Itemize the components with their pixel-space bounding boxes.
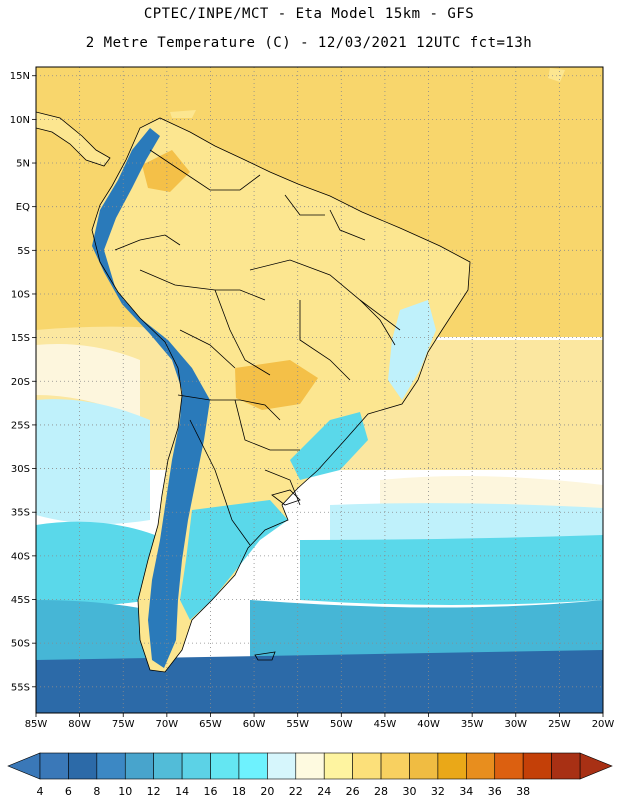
colorbar-swatch (551, 752, 581, 780)
lat-label: 50S (11, 639, 30, 650)
colorbar-label: 32 (431, 785, 445, 798)
lon-label: 50W (330, 719, 353, 730)
colorbar-label: 6 (65, 785, 72, 798)
lon-label: 20W (592, 719, 615, 730)
lon-label: 65W (199, 719, 222, 730)
colorbar-swatch (39, 752, 69, 780)
latitude-labels: 15N 10N 5N EQ 5S 10S 15S 20S 25S 30S 35S 40S 45S 50S 5… (10, 71, 36, 693)
colorbar-label: 22 (289, 785, 303, 798)
colorbar-swatch (494, 752, 524, 780)
colorbar-swatch (352, 752, 382, 780)
colorbar-label: 28 (374, 785, 388, 798)
country-borders (36, 111, 471, 673)
colorbar-label: 38 (516, 785, 530, 798)
map-subtitle: 2 Metre Temperature (C) - 12/03/2021 12U… (85, 35, 533, 51)
temperature-field (36, 67, 603, 713)
lon-label: 35W (461, 719, 484, 730)
colorbar-label: 10 (118, 785, 132, 798)
colorbar-label: 30 (402, 785, 416, 798)
colorbar-swatch (437, 752, 467, 780)
lat-label: 55S (11, 682, 30, 693)
lat-label: 20S (11, 377, 30, 388)
colorbar-swatch (153, 752, 183, 780)
colorbar-arrow-right (579, 752, 613, 780)
longitude-labels: 85W 80W 75W 70W 65W 60W 55W 50W 45W 40W 35W 30W 25W 2… (25, 713, 615, 730)
lon-label: 25W (548, 719, 571, 730)
colorbar-label: 12 (147, 785, 161, 798)
lat-label: 5S (17, 246, 30, 257)
colorbar-arrow-left (7, 752, 41, 780)
lat-label: 10N (10, 115, 30, 126)
lon-label: 55W (286, 719, 309, 730)
lat-label: 5N (16, 159, 30, 170)
lat-label: EQ (16, 202, 30, 213)
colorbar-label: 36 (488, 785, 502, 798)
lat-label: 45S (11, 595, 30, 606)
lon-label: 80W (68, 719, 91, 730)
lon-label: 60W (243, 719, 266, 730)
colorbar-swatch (96, 752, 126, 780)
lat-label: 30S (11, 464, 30, 475)
lat-label: 40S (11, 551, 30, 562)
map-title: CPTEC/INPE/MCT - Eta Model 15km - GFS (143, 6, 475, 22)
colorbar-swatch (409, 752, 439, 780)
colorbar-label: 26 (346, 785, 360, 798)
lat-label: 10S (11, 289, 30, 300)
lat-label: 15N (10, 71, 30, 82)
lon-label: 70W (156, 719, 179, 730)
lon-label: 85W (25, 719, 48, 730)
lon-label: 75W (112, 719, 135, 730)
colorbar-swatch (380, 752, 410, 780)
colorbar-swatch (295, 752, 325, 780)
colorbar-label: 20 (260, 785, 274, 798)
colorbar-swatch (210, 752, 240, 780)
colorbar-swatch (522, 752, 552, 780)
lon-label: 45W (374, 719, 397, 730)
colorbar-label: 34 (459, 785, 473, 798)
graticule (36, 67, 603, 713)
lat-label: 25S (11, 420, 30, 431)
colorbar-swatch (68, 752, 98, 780)
colorbar-swatch (466, 752, 496, 780)
lon-label: 40W (417, 719, 440, 730)
colorbar: 4 6 8 10 12 14 16 18 20 22 24 26 28 30 32 34 36 38 (7, 752, 613, 798)
colorbar-swatch (323, 752, 353, 780)
lon-label: 30W (504, 719, 527, 730)
colorbar-label: 16 (204, 785, 218, 798)
lat-label: 35S (11, 508, 30, 519)
colorbar-label: 14 (175, 785, 189, 798)
colorbar-swatch (267, 752, 297, 780)
colorbar-label: 8 (93, 785, 100, 798)
colorbar-label: 24 (317, 785, 331, 798)
colorbar-swatch (124, 752, 154, 780)
lat-label: 15S (11, 333, 30, 344)
colorbar-swatch (181, 752, 211, 780)
map-frame (35, 66, 604, 714)
colorbar-swatch (238, 752, 268, 780)
colorbar-label: 4 (37, 785, 44, 798)
colorbar-label: 18 (232, 785, 246, 798)
